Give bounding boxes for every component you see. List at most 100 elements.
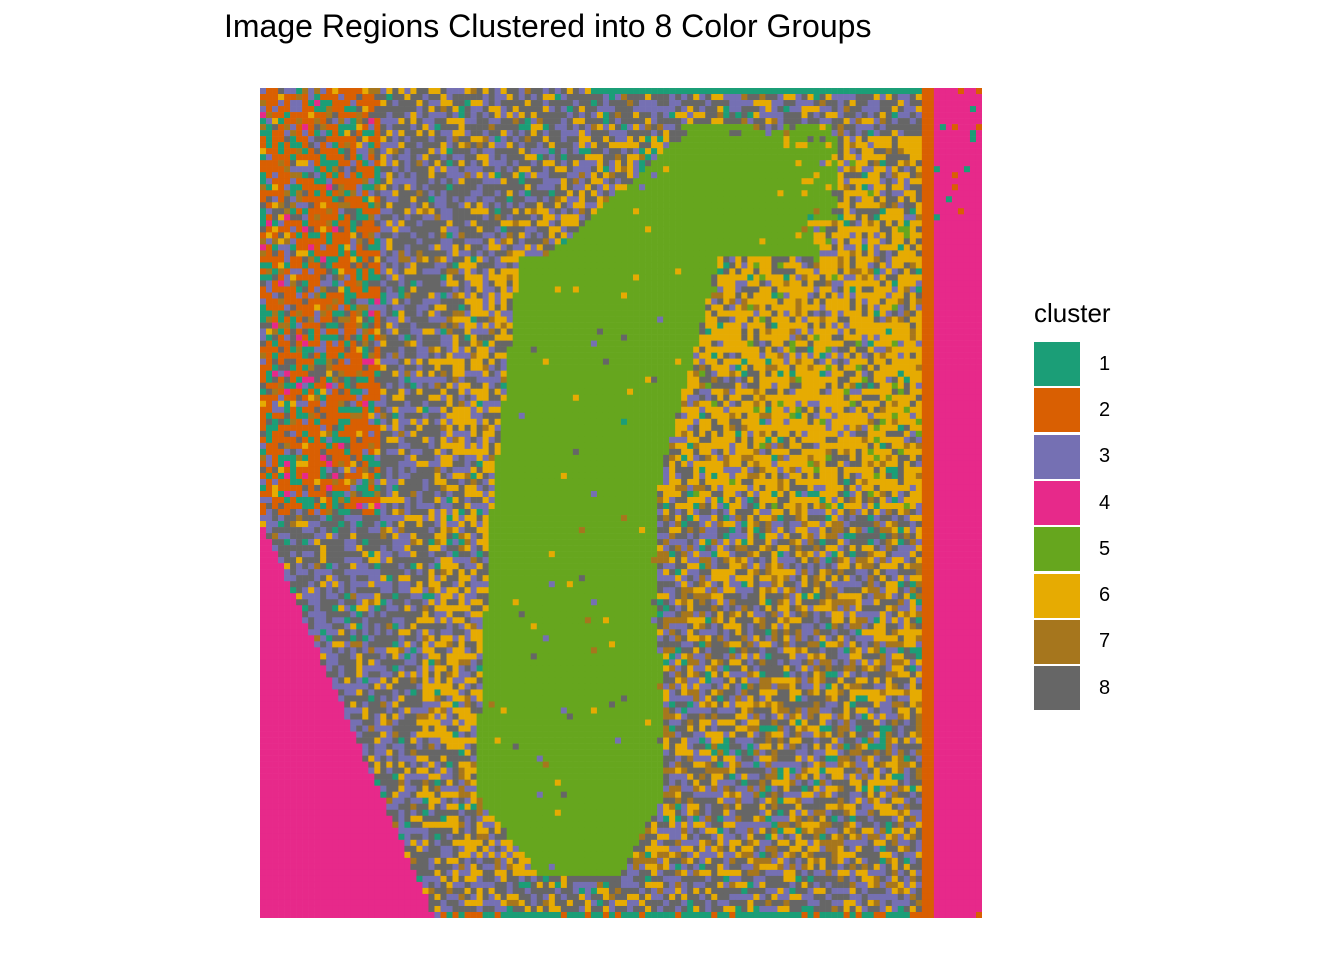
heatmap-cell (723, 94, 730, 101)
heatmap-cell (837, 100, 844, 107)
heatmap-cell (843, 112, 850, 119)
heatmap-cell (416, 148, 423, 155)
heatmap-cell (572, 328, 580, 335)
heatmap-cell (524, 286, 532, 293)
heatmap-cell (554, 304, 562, 311)
heatmap-cell (783, 268, 790, 275)
heatmap-cell (861, 220, 868, 227)
heatmap-cell (260, 286, 267, 293)
heatmap-cell (404, 124, 411, 131)
heatmap-cell (602, 214, 610, 221)
heatmap-cell (488, 238, 495, 245)
heatmap-cell (320, 292, 327, 299)
heatmap-cell (392, 154, 399, 161)
heatmap-cell (621, 136, 628, 143)
heatmap-cell (512, 160, 520, 167)
heatmap-cell (621, 202, 628, 209)
heatmap-cell (933, 244, 941, 251)
heatmap-cell (945, 322, 953, 329)
heatmap-cell (795, 226, 802, 233)
heatmap-cell (506, 304, 513, 311)
heatmap-cell (470, 94, 477, 101)
heatmap-cell (921, 166, 929, 173)
heatmap-cell (500, 202, 507, 209)
heatmap-cell (314, 100, 321, 107)
heatmap-cell (621, 172, 628, 179)
heatmap-cell (651, 184, 658, 191)
heatmap-cell (566, 154, 574, 161)
heatmap-cell (675, 250, 682, 257)
heatmap-cell (506, 118, 513, 125)
heatmap-cell (753, 292, 760, 299)
heatmap-cell (717, 328, 724, 335)
heatmap-cell (867, 184, 874, 191)
heatmap-cell (398, 190, 405, 197)
heatmap-cell (404, 154, 411, 161)
heatmap-cell (590, 190, 598, 197)
heatmap-cell (344, 148, 351, 155)
heatmap-cell (795, 196, 802, 203)
heatmap-cell (783, 226, 790, 233)
heatmap-cell (951, 160, 959, 167)
heatmap-cell (434, 298, 441, 305)
heatmap-cell (296, 220, 303, 227)
heatmap-cell (711, 292, 718, 299)
heatmap-cell (536, 250, 544, 257)
heatmap-cell (572, 214, 580, 221)
heatmap-cell (729, 172, 736, 179)
heatmap-cell (843, 286, 850, 293)
heatmap-cell (524, 178, 532, 185)
heatmap-cell (608, 196, 616, 203)
heatmap-cell (783, 112, 790, 119)
heatmap-cell (759, 274, 766, 281)
heatmap-cell (681, 256, 688, 263)
heatmap-cell (290, 94, 297, 101)
heatmap-cell (801, 154, 808, 161)
heatmap-cell (356, 334, 363, 341)
heatmap-cell (915, 202, 923, 209)
heatmap-cell (957, 256, 965, 263)
heatmap-cell (807, 214, 814, 221)
heatmap-cell (530, 178, 538, 185)
heatmap-cell (272, 274, 279, 281)
heatmap-cell (861, 190, 868, 197)
heatmap-cell (560, 322, 568, 329)
heatmap-cell (566, 142, 574, 149)
heatmap-cell (614, 280, 622, 287)
heatmap-cell (771, 196, 778, 203)
heatmap-cell (464, 274, 471, 281)
heatmap-cell (741, 118, 748, 125)
heatmap-cell (356, 262, 363, 269)
heatmap-cell (350, 172, 357, 179)
heatmap-cell (885, 178, 893, 185)
heatmap-cell (741, 172, 748, 179)
heatmap-cell (741, 130, 748, 137)
heatmap-cell (969, 106, 977, 113)
heatmap-cell (488, 304, 495, 311)
heatmap-cell (332, 292, 339, 299)
heatmap-cell (831, 166, 838, 173)
heatmap-cell (771, 298, 778, 305)
heatmap-cell (663, 226, 670, 233)
heatmap-cell (969, 124, 977, 131)
heatmap-cell (590, 268, 598, 275)
heatmap-cell (290, 124, 297, 131)
heatmap-cell (548, 238, 556, 245)
heatmap-cell (855, 226, 862, 233)
heatmap-cell (314, 118, 321, 125)
heatmap-cell (446, 94, 453, 101)
heatmap-cell (945, 142, 953, 149)
heatmap-cell (729, 268, 736, 275)
heatmap-cell (807, 178, 814, 185)
heatmap-cell (536, 160, 544, 167)
heatmap-cell (422, 196, 429, 203)
heatmap-cell (440, 154, 447, 161)
heatmap-cell (963, 292, 971, 299)
heatmap-cell (813, 178, 820, 185)
heatmap-cell (350, 160, 357, 167)
heatmap-cell (753, 238, 760, 245)
heatmap-cell (909, 220, 917, 227)
heatmap-cell (572, 238, 580, 245)
heatmap-cell (933, 184, 941, 191)
heatmap-cell (951, 316, 959, 323)
